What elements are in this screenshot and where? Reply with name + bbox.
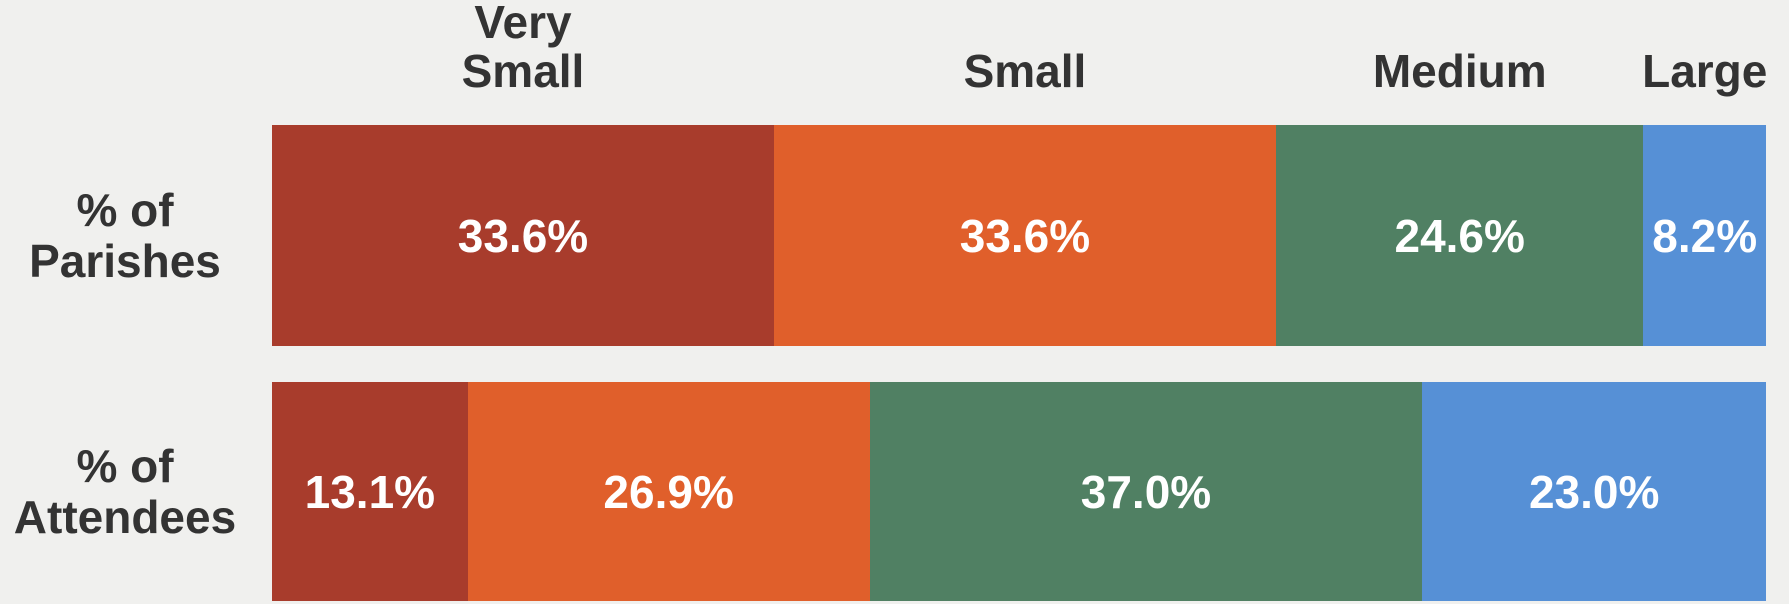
bar-segment: 37.0% — [869, 382, 1423, 601]
value-label: 23.0% — [1528, 465, 1660, 518]
bar-segment: 33.6% — [272, 125, 774, 346]
legend-label: Medium — [1372, 44, 1547, 97]
bar-segment: 8.2% — [1643, 125, 1766, 346]
value-label: 24.6% — [1394, 209, 1525, 262]
legend-label: Small — [963, 44, 1087, 97]
value-label: 37.0% — [1080, 465, 1212, 518]
value-label: 8.2% — [1652, 209, 1758, 262]
legend-label: Very Small — [461, 0, 585, 97]
value-label: 13.1% — [304, 465, 436, 518]
value-label: 33.6% — [959, 209, 1091, 262]
bar-segment: 23.0% — [1422, 382, 1766, 601]
bar-segment: 33.6% — [773, 125, 1276, 346]
value-label: 33.6% — [457, 209, 589, 262]
value-label: 26.9% — [603, 465, 734, 518]
bar-segment: 13.1% — [272, 382, 468, 601]
legend-label: Large — [1642, 44, 1768, 97]
category-label: % of Parishes — [29, 183, 221, 287]
category-label: % of Attendees — [13, 439, 237, 543]
bar-segment: 26.9% — [467, 382, 870, 601]
bar-segment: 24.6% — [1275, 125, 1644, 346]
